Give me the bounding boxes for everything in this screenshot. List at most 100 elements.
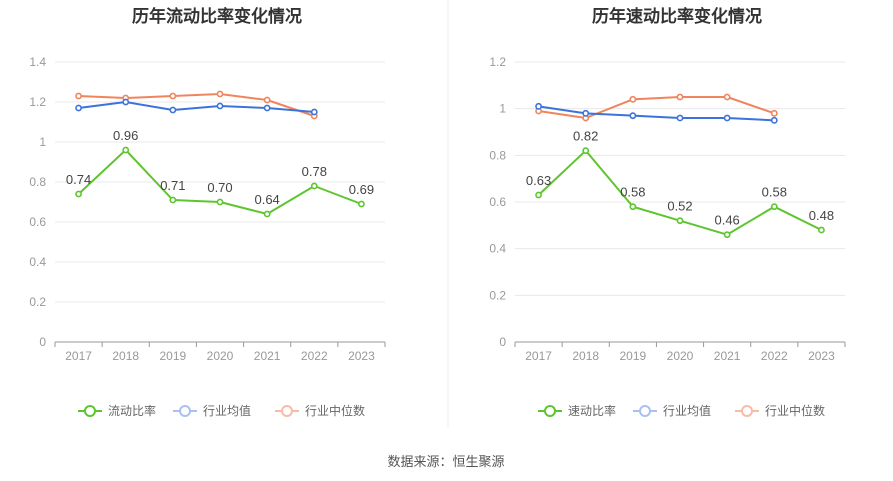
- legend-item-1: 行业均值: [173, 403, 251, 418]
- data-point-2: [216, 90, 224, 98]
- data-point-2: [723, 93, 731, 101]
- y-tick-label: 0.2: [489, 288, 506, 302]
- data-point-0: [310, 182, 318, 190]
- current-ratio-chart: 历年流动比率变化情况 0 0.2 0.4 0.6 0.8 1 1.2 1.4 2017 2018 2…: [29, 6, 386, 418]
- data-label: 0.74: [66, 172, 91, 187]
- x-tick-label: 2023: [348, 349, 375, 363]
- data-point-1: [770, 116, 778, 124]
- data-point-0: [75, 190, 82, 198]
- x-tick-label: 2022: [301, 349, 328, 363]
- data-label: 0.70: [207, 180, 232, 195]
- x-tick-label: 2019: [620, 349, 647, 363]
- x-tick-label: 2022: [761, 349, 788, 363]
- y-tick-label: 0.6: [29, 215, 46, 229]
- y-tick-label: 0: [499, 335, 506, 349]
- data-label: 0.63: [526, 173, 551, 188]
- y-tick-label: 1: [39, 135, 46, 149]
- data-point-0: [169, 196, 177, 204]
- y-tick-label: 1.2: [489, 55, 506, 69]
- y-tick-label: 0.4: [29, 255, 46, 269]
- data-point-1: [122, 98, 130, 106]
- x-tick-label: 2021: [714, 349, 741, 363]
- data-label: 0.82: [573, 129, 598, 144]
- data-point-0: [770, 203, 778, 211]
- series-line-2: [78, 93, 315, 117]
- y-tick-label: 0.2: [29, 295, 46, 309]
- data-point-1: [723, 114, 731, 122]
- data-label: 0.48: [809, 208, 834, 223]
- y-tick-label: 1: [499, 102, 506, 116]
- data-label: 0.71: [160, 178, 185, 193]
- data-point-2: [169, 92, 177, 100]
- y-tick-label: 0.6: [489, 195, 506, 209]
- chart-title: 历年速动比率变化情况: [592, 6, 762, 26]
- legend-item-0: 流动比率: [78, 403, 156, 418]
- legend-label: 流动比率: [108, 403, 156, 418]
- data-point-0: [723, 231, 731, 239]
- series-line-2: [538, 96, 775, 119]
- y-tick-label: 0: [39, 335, 46, 349]
- y-tick-label: 1.2: [29, 95, 46, 109]
- data-point-2: [75, 92, 82, 100]
- data-point-0: [263, 210, 271, 218]
- data-point-1: [629, 112, 637, 120]
- data-point-1: [169, 106, 177, 114]
- data-point-0: [358, 200, 365, 208]
- x-tick-label: 2017: [65, 349, 92, 363]
- data-point-1: [75, 104, 82, 112]
- data-point-0: [122, 146, 130, 154]
- data-point-0: [629, 203, 637, 211]
- legend-marker: [639, 405, 651, 417]
- data-label: 0.69: [349, 182, 374, 197]
- data-point-1: [582, 109, 590, 117]
- legend-item-0: 速动比率: [538, 403, 616, 418]
- data-point-0: [676, 217, 684, 225]
- legend-label: 行业中位数: [765, 403, 825, 418]
- y-tick-label: 1.4: [29, 55, 46, 69]
- data-point-2: [676, 93, 684, 101]
- y-tick-label: 0.8: [29, 175, 46, 189]
- chart-title: 历年流动比率变化情况: [132, 6, 302, 26]
- x-tick-label: 2020: [667, 349, 694, 363]
- legend-item-2: 行业中位数: [735, 403, 825, 418]
- data-point-0: [818, 226, 825, 234]
- legend-item-1: 行业均值: [633, 403, 711, 418]
- data-point-1: [263, 104, 271, 112]
- quick-ratio-chart: 历年速动比率变化情况 0 0.2 0.4 0.6 0.8 1 1.2 2017 2018 2019…: [489, 6, 846, 418]
- data-label: 0.64: [254, 192, 279, 207]
- data-point-1: [676, 114, 684, 122]
- data-point-2: [263, 96, 271, 104]
- series-line-1: [538, 105, 775, 122]
- legend-label: 行业均值: [663, 403, 711, 418]
- data-point-1: [310, 108, 318, 116]
- x-tick-label: 2018: [572, 349, 599, 363]
- x-tick-label: 2023: [808, 349, 835, 363]
- x-tick-label: 2019: [160, 349, 187, 363]
- data-label: 0.96: [113, 128, 138, 143]
- data-point-2: [770, 109, 778, 117]
- legend-label: 速动比率: [568, 403, 616, 418]
- x-tick-label: 2017: [525, 349, 552, 363]
- legend-marker: [544, 405, 556, 417]
- data-label: 0.78: [302, 164, 327, 179]
- data-label: 0.52: [667, 199, 692, 214]
- data-label: 0.46: [714, 213, 739, 228]
- data-point-1: [535, 102, 542, 110]
- data-source: 数据来源：恒生聚源: [387, 454, 504, 469]
- legend-marker: [281, 405, 293, 417]
- legend-item-2: 行业中位数: [275, 403, 365, 418]
- legend-marker: [84, 405, 96, 417]
- data-point-0: [216, 198, 224, 206]
- x-tick-label: 2021: [254, 349, 281, 363]
- data-point-2: [629, 95, 637, 103]
- data-point-0: [535, 191, 542, 199]
- data-label: 0.58: [762, 185, 787, 200]
- legend-marker: [741, 405, 753, 417]
- legend-marker: [179, 405, 191, 417]
- data-label: 0.58: [620, 185, 645, 200]
- x-tick-label: 2020: [207, 349, 234, 363]
- legend-label: 行业中位数: [305, 403, 365, 418]
- y-tick-label: 0.8: [489, 148, 506, 162]
- x-tick-label: 2018: [112, 349, 139, 363]
